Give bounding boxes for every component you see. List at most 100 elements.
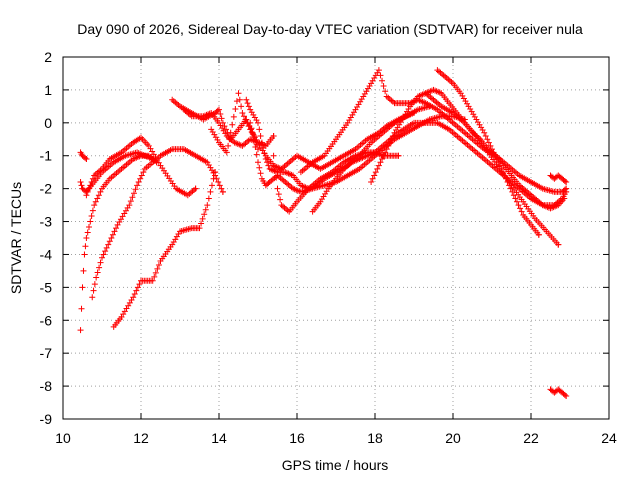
data-point bbox=[92, 198, 99, 205]
data-point bbox=[248, 125, 255, 132]
data-point bbox=[375, 67, 382, 74]
data-point bbox=[219, 188, 226, 195]
data-point bbox=[518, 208, 525, 215]
data-point bbox=[374, 165, 381, 172]
data-point bbox=[218, 115, 225, 122]
data-point bbox=[235, 90, 242, 97]
y-tick-label: -5 bbox=[40, 279, 53, 295]
data-point bbox=[131, 290, 138, 297]
data-point bbox=[380, 82, 387, 89]
data-point bbox=[151, 273, 158, 280]
data-point bbox=[225, 142, 232, 149]
data-point bbox=[129, 194, 136, 201]
y-tick-label: -6 bbox=[40, 312, 53, 328]
data-point bbox=[77, 179, 84, 186]
data-point bbox=[202, 206, 209, 213]
data-point bbox=[102, 248, 109, 255]
data-point bbox=[216, 182, 223, 189]
data-point bbox=[95, 192, 102, 199]
data-point bbox=[512, 195, 519, 202]
x-tick-label: 10 bbox=[55, 430, 71, 446]
y-tick-label: -4 bbox=[40, 246, 53, 262]
series-track-16 bbox=[434, 67, 542, 238]
data-point bbox=[216, 106, 222, 113]
data-point bbox=[196, 225, 203, 232]
data-point bbox=[501, 172, 508, 179]
data-point bbox=[561, 177, 568, 184]
data-point bbox=[133, 287, 140, 294]
data-point bbox=[78, 182, 85, 189]
data-point bbox=[563, 179, 570, 186]
data-point bbox=[138, 172, 145, 179]
data-point bbox=[223, 149, 230, 156]
y-tick-label: 0 bbox=[44, 115, 52, 131]
data-point bbox=[210, 175, 217, 182]
data-point bbox=[201, 211, 208, 218]
data-point bbox=[270, 132, 277, 139]
data-point bbox=[152, 269, 159, 276]
data-point bbox=[83, 156, 90, 163]
data-point bbox=[126, 202, 133, 209]
data-point bbox=[87, 218, 94, 225]
x-tick-label: 22 bbox=[523, 430, 539, 446]
data-point bbox=[232, 105, 239, 112]
data-point bbox=[91, 281, 98, 288]
data-point bbox=[240, 113, 247, 120]
data-point bbox=[105, 241, 112, 248]
data-point bbox=[253, 151, 260, 158]
data-point bbox=[265, 162, 272, 169]
data-point bbox=[111, 228, 118, 235]
data-point bbox=[561, 186, 568, 193]
data-point bbox=[510, 192, 517, 199]
data-point bbox=[227, 129, 234, 136]
data-point bbox=[274, 185, 281, 192]
y-tick-label: 2 bbox=[44, 49, 52, 65]
data-point bbox=[515, 202, 522, 209]
data-point bbox=[207, 188, 214, 195]
data-point bbox=[368, 179, 375, 186]
x-tick-label: 12 bbox=[133, 430, 149, 446]
data-point bbox=[198, 220, 205, 227]
x-tick-label: 16 bbox=[289, 430, 305, 446]
data-point bbox=[84, 188, 91, 195]
data-point bbox=[252, 143, 259, 150]
x-tick-label: 14 bbox=[211, 430, 227, 446]
data-point bbox=[103, 244, 110, 251]
series-track-1 bbox=[77, 149, 90, 163]
data-point bbox=[132, 186, 139, 193]
data-point bbox=[261, 150, 268, 157]
series-track-17 bbox=[422, 86, 568, 212]
series-track-10 bbox=[243, 96, 433, 192]
data-point bbox=[109, 231, 116, 238]
data-point bbox=[262, 156, 269, 163]
series-track-6 bbox=[110, 169, 219, 330]
data-point bbox=[91, 202, 98, 209]
data-point bbox=[82, 243, 89, 250]
data-point bbox=[108, 235, 115, 241]
data-point bbox=[498, 165, 505, 172]
data-point bbox=[507, 185, 514, 192]
data-point bbox=[242, 116, 249, 123]
data-point bbox=[504, 179, 511, 186]
data-point bbox=[385, 142, 392, 149]
data-point bbox=[271, 163, 278, 170]
data-point bbox=[372, 169, 379, 176]
data-point bbox=[236, 96, 243, 103]
data-point bbox=[100, 251, 107, 258]
data-point bbox=[134, 284, 141, 291]
data-point bbox=[482, 132, 489, 139]
data-point bbox=[113, 225, 120, 232]
data-point bbox=[218, 185, 225, 192]
data-point bbox=[255, 159, 261, 166]
data-point bbox=[140, 169, 147, 176]
data-point bbox=[382, 149, 389, 156]
data-point bbox=[149, 277, 156, 284]
data-point bbox=[481, 129, 488, 136]
data-point bbox=[78, 305, 85, 312]
data-point bbox=[499, 169, 506, 176]
y-tick-label: 1 bbox=[44, 82, 52, 98]
data-point bbox=[137, 175, 144, 182]
data-point bbox=[89, 175, 96, 182]
data-point bbox=[255, 119, 261, 126]
